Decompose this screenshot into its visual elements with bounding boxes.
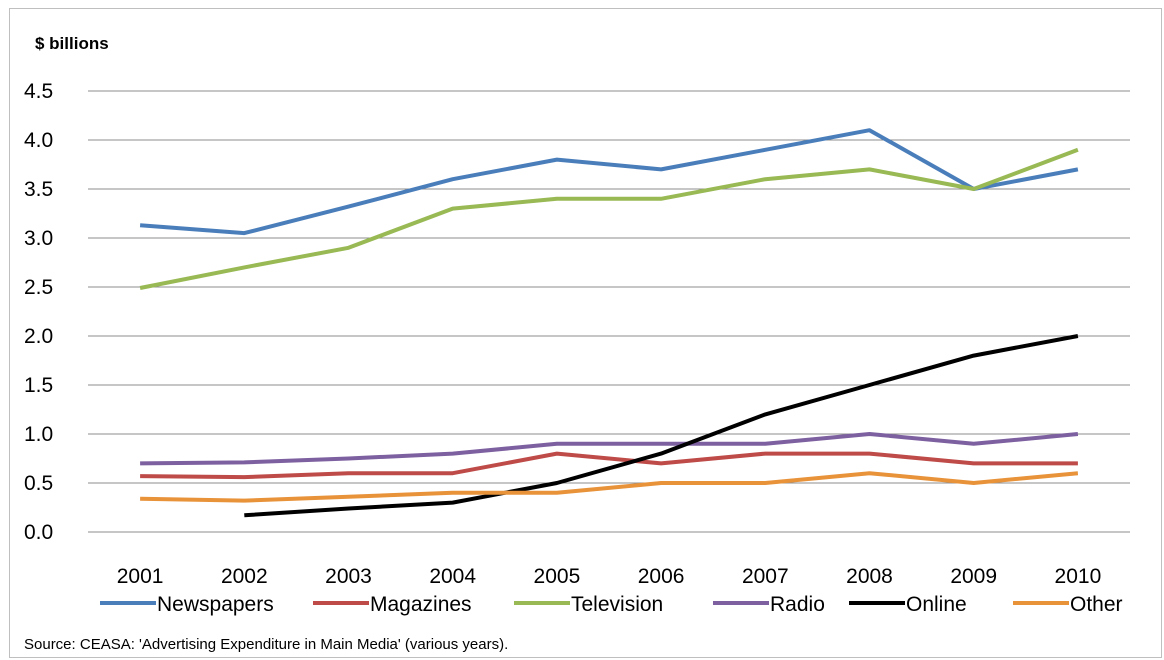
legend-label-radio: Radio — [770, 593, 825, 616]
legend-label-online: Online — [906, 593, 967, 616]
series-line-other — [140, 471, 1079, 503]
legend-label-television: Television — [571, 593, 663, 616]
legend-label-magazines: Magazines — [370, 593, 472, 616]
x-tick-label: 2009 — [950, 565, 997, 588]
y-tick-label: 3.0 — [24, 227, 53, 250]
x-tick-label: 2010 — [1055, 565, 1102, 588]
x-tick-label: 2006 — [638, 565, 685, 588]
y-tick-label: 4.0 — [24, 129, 53, 152]
x-tick-label: 2007 — [742, 565, 789, 588]
y-tick-label: 2.0 — [24, 325, 53, 348]
series-line-online — [244, 334, 1079, 518]
y-tick-label: 0.5 — [24, 472, 53, 495]
legend-label-newspapers: Newspapers — [157, 593, 274, 616]
series-line-newspapers — [139, 128, 1079, 236]
series-line-radio — [140, 432, 1079, 466]
y-tick-label: 1.0 — [24, 423, 53, 446]
x-tick-label: 2003 — [325, 565, 372, 588]
x-tick-label: 2008 — [846, 565, 893, 588]
x-tick-label: 2001 — [117, 565, 164, 588]
x-tick-label: 2004 — [429, 565, 476, 588]
y-tick-label: 2.5 — [24, 276, 53, 299]
chart-frame — [9, 8, 1162, 658]
x-tick-label: 2005 — [534, 565, 581, 588]
legend-label-other: Other — [1070, 593, 1123, 616]
x-tick-label: 2002 — [221, 565, 268, 588]
series-line-television — [139, 147, 1079, 290]
source-note: Source: CEASA: 'Advertising Expenditure … — [24, 636, 509, 653]
y-tick-label: 1.5 — [24, 374, 53, 397]
y-tick-label: 4.5 — [24, 80, 53, 103]
y-axis-unit-label: $ billions — [35, 34, 109, 53]
y-tick-label: 3.5 — [24, 178, 53, 201]
series-line-magazines — [140, 451, 1078, 480]
y-tick-label: 0.0 — [24, 521, 53, 544]
